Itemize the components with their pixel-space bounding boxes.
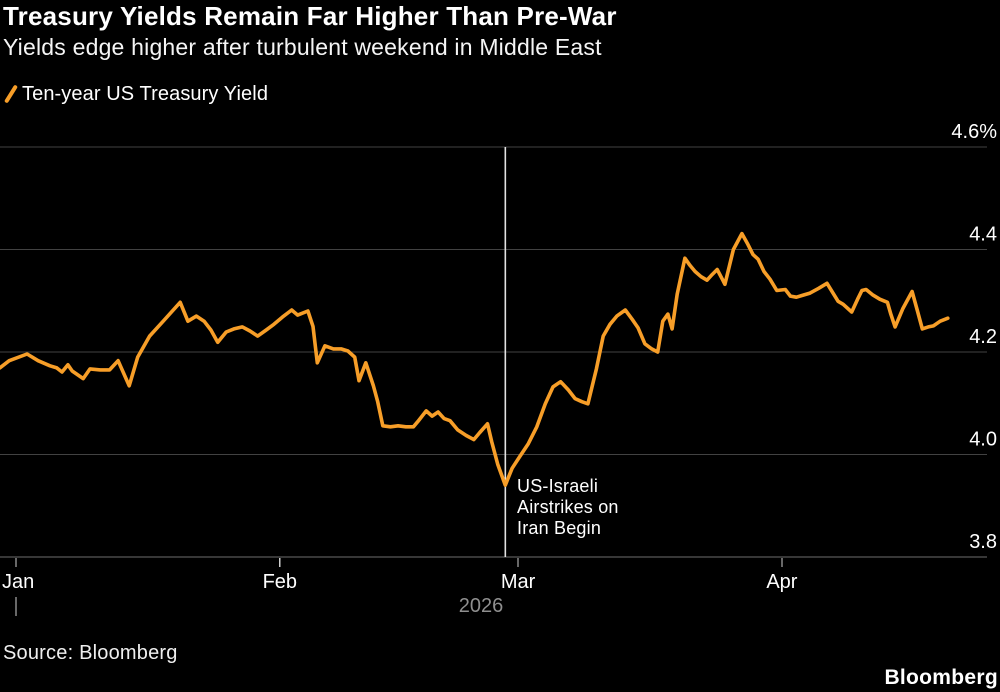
svg-text:2026: 2026 [459, 595, 504, 617]
svg-text:Mar: Mar [501, 571, 536, 593]
svg-text:4.0: 4.0 [969, 429, 997, 451]
chart-title: Treasury Yields Remain Far Higher Than P… [3, 1, 617, 31]
event-annotation-line-2: Airstrikes on [517, 497, 619, 517]
event-annotation-line-1: US-Israeli [517, 476, 599, 496]
bloomberg-logo: Bloomberg [884, 666, 998, 689]
svg-text:Jan: Jan [2, 571, 34, 593]
svg-text:4.6%: 4.6% [951, 121, 997, 143]
svg-text:Apr: Apr [766, 571, 797, 593]
svg-text:4.2: 4.2 [969, 326, 997, 348]
source-credit: Source: Bloomberg [3, 642, 178, 664]
legend: Ten-year US Treasury Yield [4, 82, 268, 106]
svg-text:4.4: 4.4 [969, 224, 997, 246]
svg-text:Feb: Feb [263, 571, 297, 593]
event-annotation: US-Israeli Airstrikes on Iran Begin [517, 476, 619, 539]
svg-text:3.8: 3.8 [969, 531, 997, 553]
legend-label: Ten-year US Treasury Yield [22, 82, 269, 105]
event-annotation-line-3: Iran Begin [517, 518, 602, 538]
chart-subtitle: Yields edge higher after turbulent weeke… [3, 34, 602, 60]
